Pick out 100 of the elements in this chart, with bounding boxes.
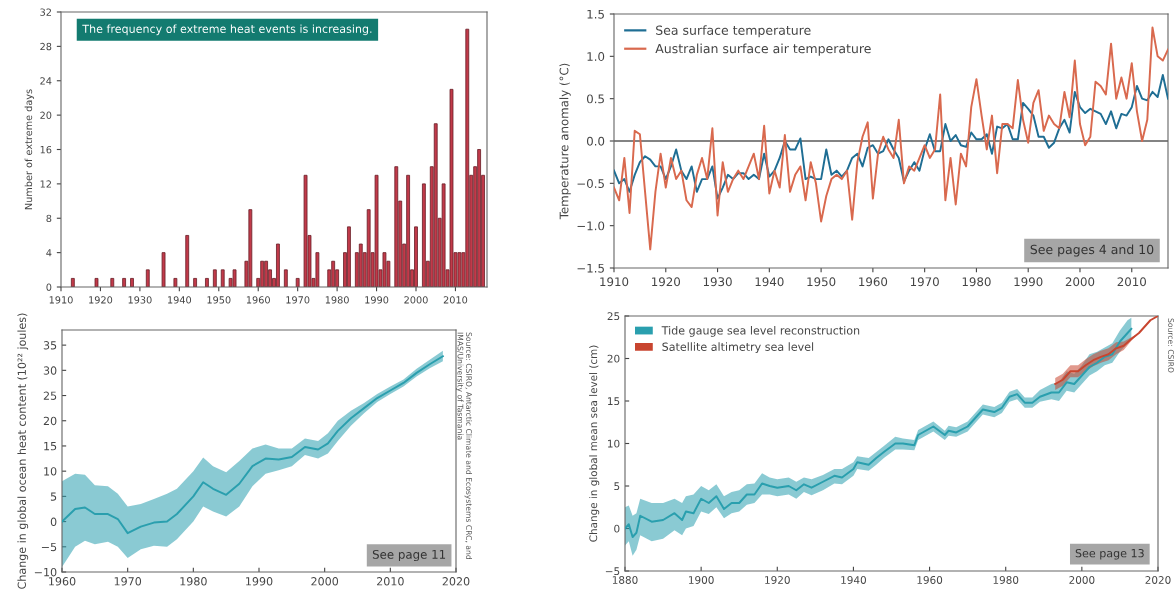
- bar: [295, 277, 300, 287]
- y-tick-label: −1.0: [577, 221, 605, 231]
- bar: [315, 252, 320, 287]
- legend-label: Australian surface air temperature: [655, 43, 871, 56]
- y-tick-label: −5: [605, 567, 620, 576]
- bar: [283, 269, 288, 287]
- y-tick-label: 0.5: [586, 94, 604, 104]
- bar: [465, 28, 470, 287]
- bar: [260, 260, 265, 287]
- bar: [414, 226, 418, 287]
- x-tick-label: 1980: [962, 277, 991, 287]
- bar: [193, 277, 198, 287]
- y-tick-label: 8: [46, 214, 52, 223]
- y-tick-label: 1.5: [587, 9, 604, 19]
- bar: [70, 277, 75, 287]
- legend-label: Tide gauge sea level reconstruction: [661, 326, 860, 337]
- bar: [374, 174, 379, 287]
- bar: [161, 252, 166, 287]
- bar: [220, 269, 225, 287]
- x-tick-label: 1990: [246, 577, 273, 586]
- y-axis-title: Temperature anomaly (°C): [559, 63, 571, 220]
- x-tick-label: 1900: [689, 576, 714, 584]
- x-tick-label: 1920: [765, 576, 790, 584]
- x-tick-label: 1920: [89, 296, 113, 304]
- bar: [185, 235, 190, 287]
- y-axis-title: Number of extreme days: [24, 89, 35, 210]
- x-tick-label: 1910: [600, 277, 629, 287]
- x-tick-label: 2020: [442, 577, 470, 586]
- y-tick-label: −10: [34, 567, 57, 577]
- x-tick-label: 1980: [325, 296, 349, 304]
- bar: [433, 123, 438, 287]
- x-tick-label: 2010: [443, 296, 468, 304]
- y-axis-title: Change in global mean sea level (cm): [589, 345, 600, 542]
- y-tick-label: −1.5: [577, 263, 604, 273]
- y-tick-label: 24: [40, 77, 52, 85]
- x-tick-label: 1930: [703, 277, 732, 287]
- y-tick-label: 25: [43, 391, 57, 400]
- legend-label: Satellite altimetry sea level: [662, 342, 814, 354]
- y-tick-label: 10: [44, 467, 57, 476]
- y-tick-label: 28: [40, 42, 52, 51]
- line-series: [62, 355, 444, 535]
- y-tick-label: 15: [608, 397, 620, 406]
- bar: [358, 243, 363, 287]
- x-tick-label: 1940: [755, 277, 784, 287]
- y-tick-label: 10: [608, 439, 620, 448]
- y-tick-label: 5: [50, 492, 57, 501]
- y-tick-label: −5: [41, 542, 57, 552]
- x-tick-label: 1960: [246, 296, 270, 304]
- x-tick-label: 1980: [993, 576, 1019, 584]
- x-tick-label: 1990: [1014, 277, 1043, 287]
- y-tick-label: 12: [40, 180, 51, 188]
- bar: [421, 183, 426, 287]
- bar: [477, 149, 482, 287]
- x-tick-label: 1940: [841, 576, 866, 584]
- x-tick-label: 1970: [286, 296, 310, 304]
- bar: [94, 277, 99, 287]
- x-tick-label: 2020: [1145, 576, 1171, 584]
- bar: [331, 260, 336, 287]
- x-tick-label: 1980: [180, 577, 207, 586]
- x-tick-label: 1970: [114, 577, 142, 586]
- x-tick-label: 1880: [612, 576, 638, 584]
- bar: [205, 277, 209, 287]
- y-tick-label: 4: [46, 249, 52, 257]
- bar: [232, 269, 237, 287]
- x-tick-label: 1950: [807, 277, 836, 287]
- x-tick-label: 1960: [917, 576, 943, 584]
- bar: [406, 174, 411, 287]
- annotation: See pages 4 and 10: [1030, 244, 1154, 257]
- bar: [303, 174, 308, 287]
- y-tick-label: 20: [607, 354, 620, 363]
- bar: [457, 252, 462, 287]
- bar: [441, 183, 446, 287]
- x-tick-label: 1970: [910, 277, 939, 287]
- y-tick-label: 35: [43, 341, 57, 350]
- x-tick-label: 1930: [128, 296, 152, 304]
- bar: [122, 277, 127, 287]
- y-tick-label: 0: [614, 524, 620, 533]
- bar: [394, 166, 399, 287]
- x-tick-label: 2010: [377, 577, 404, 586]
- x-tick-label: 2000: [1065, 277, 1095, 287]
- annotation: See page 11: [372, 549, 446, 562]
- y-tick-label: 25: [607, 312, 620, 321]
- bar: [347, 226, 351, 287]
- bar: [449, 88, 454, 287]
- x-tick-label: 1950: [207, 296, 231, 304]
- y-tick-label: 0: [50, 517, 57, 526]
- annotation: The frequency of extreme heat events is increasing.: [82, 24, 372, 36]
- bar: [248, 209, 253, 287]
- legend-label: Sea surface temperature: [656, 25, 811, 38]
- x-tick-label: 1960: [859, 277, 888, 287]
- y-tick-label: −0.5: [577, 179, 604, 188]
- y-tick-label: 5: [614, 482, 620, 491]
- x-tick-label: 1910: [49, 296, 73, 304]
- bar: [382, 252, 387, 287]
- annotation: See page 13: [1075, 548, 1144, 560]
- bar: [130, 277, 134, 287]
- x-tick-label: 2000: [311, 577, 339, 586]
- y-tick-label: 16: [40, 145, 52, 154]
- bar: [276, 243, 280, 287]
- line-series: [614, 73, 1168, 200]
